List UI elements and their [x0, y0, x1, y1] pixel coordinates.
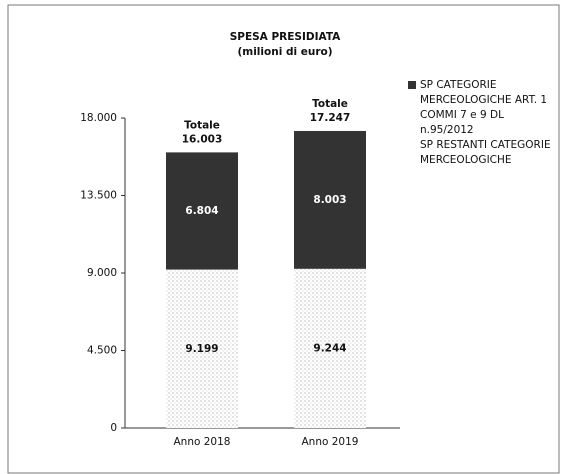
y-tick-label: 18.000: [80, 112, 117, 124]
legend-entry: SP CATEGORIE MERCEOLOGICHE ART. 1 COMMI …: [408, 78, 558, 138]
value-label: 9.199: [185, 343, 218, 355]
total-label: 16.003: [182, 133, 223, 145]
total-label: 17.247: [310, 112, 351, 124]
value-label: 6.804: [185, 205, 218, 217]
legend-label: SP CATEGORIE MERCEOLOGICHE ART. 1 COMMI …: [420, 79, 548, 136]
bar-segment: [166, 152, 238, 270]
frame: [7, 4, 560, 474]
bar-segment: [166, 269, 238, 428]
x-tick-label: Anno 2018: [174, 436, 231, 448]
legend-swatch: [408, 81, 416, 89]
value-label: 8.003: [313, 194, 346, 206]
y-tick-label: 0: [110, 422, 117, 434]
chart-subtitle: (milioni di euro): [237, 46, 332, 58]
bar-segment: [294, 268, 366, 428]
legend-label: SP RESTANTI CATEGORIE MERCEOLOGICHE: [420, 139, 551, 166]
bar-segment: [294, 130, 366, 269]
total-title: Totale: [184, 119, 220, 131]
y-tick-label: 13.500: [80, 190, 117, 202]
legend-entry: SP RESTANTI CATEGORIE MERCEOLOGICHE: [408, 138, 558, 168]
chart-title: SPESA PRESIDIATA: [230, 31, 341, 43]
total-title: Totale: [312, 98, 348, 110]
x-tick-label: Anno 2019: [302, 436, 359, 448]
y-tick-label: 4.500: [87, 345, 117, 357]
legend: SP CATEGORIE MERCEOLOGICHE ART. 1 COMMI …: [408, 78, 558, 168]
y-tick-label: 9.000: [87, 267, 117, 279]
value-label: 9.244: [313, 342, 346, 354]
legend-swatch: [408, 141, 416, 149]
